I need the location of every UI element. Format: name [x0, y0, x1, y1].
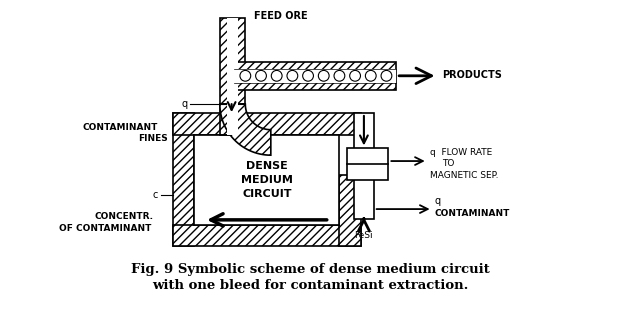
Bar	[220, 18, 245, 104]
Circle shape	[271, 71, 282, 81]
Text: MAGNETIC SEP.: MAGNETIC SEP.	[430, 171, 498, 180]
Text: TO: TO	[442, 159, 455, 169]
Bar	[227, 18, 238, 104]
Circle shape	[319, 71, 329, 81]
Bar	[227, 104, 238, 134]
Bar	[233, 69, 396, 83]
Bar	[354, 113, 374, 219]
Circle shape	[240, 71, 251, 81]
Bar	[347, 148, 388, 180]
Text: CONTAMINANT: CONTAMINANT	[435, 210, 510, 218]
Polygon shape	[220, 104, 271, 155]
Text: q: q	[181, 99, 188, 109]
Circle shape	[334, 71, 345, 81]
Text: FeSi: FeSi	[355, 231, 373, 240]
Text: CONCENTR.: CONCENTR.	[94, 213, 153, 221]
Text: Fig. 9 Symbolic scheme of dense medium circuit: Fig. 9 Symbolic scheme of dense medium c…	[130, 263, 489, 276]
Text: PRODUCTS: PRODUCTS	[442, 70, 502, 80]
Bar	[233, 62, 396, 90]
Circle shape	[287, 71, 297, 81]
Bar	[220, 104, 245, 134]
Text: with one bleed for contaminant extraction.: with one bleed for contaminant extractio…	[152, 279, 468, 292]
Circle shape	[381, 71, 392, 81]
Bar	[194, 134, 340, 225]
Text: CONTAMINANT: CONTAMINANT	[83, 123, 158, 132]
Bar	[173, 113, 361, 134]
Text: c: c	[153, 190, 158, 200]
Bar	[173, 225, 361, 246]
Bar	[173, 113, 194, 246]
Circle shape	[302, 71, 314, 81]
Circle shape	[256, 71, 266, 81]
Text: q  FLOW RATE: q FLOW RATE	[430, 148, 492, 157]
Text: FEED ORE: FEED ORE	[254, 11, 307, 21]
Bar	[340, 175, 361, 246]
Circle shape	[350, 71, 360, 81]
Text: FINES: FINES	[138, 134, 168, 143]
Text: OF CONTAMINANT: OF CONTAMINANT	[59, 224, 152, 233]
Text: DENSE
MEDIUM
CIRCUIT: DENSE MEDIUM CIRCUIT	[241, 161, 293, 199]
Text: q: q	[435, 196, 440, 206]
Circle shape	[365, 71, 376, 81]
